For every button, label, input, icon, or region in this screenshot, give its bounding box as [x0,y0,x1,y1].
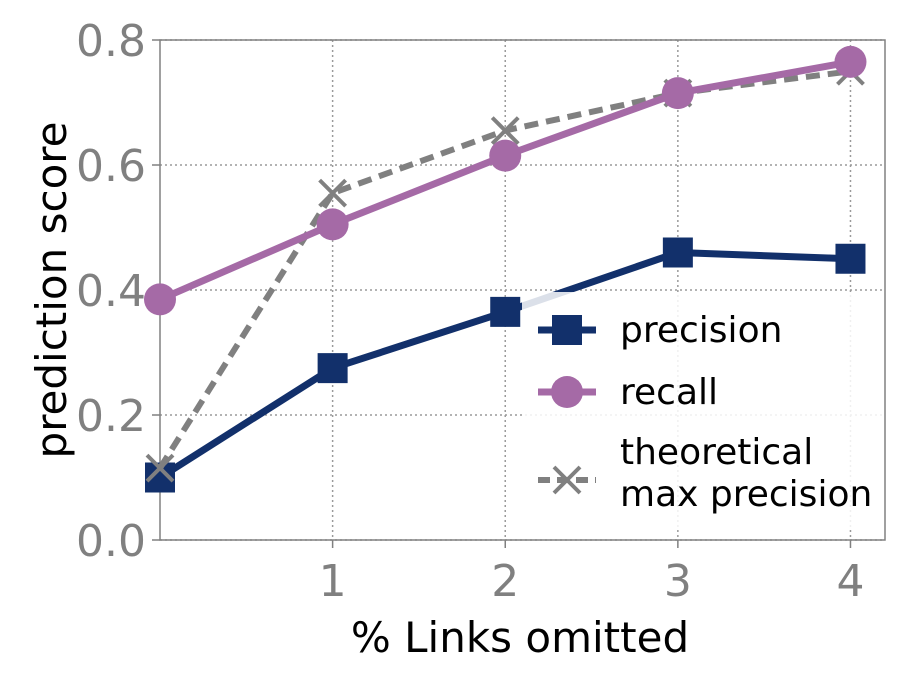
data-point-circle [144,283,176,316]
data-point-square [835,243,866,274]
x-tick-label: 2 [491,556,519,607]
data-point-circle [316,208,349,241]
x-axis-ticks: 1 2 3 4 [319,540,864,607]
y-tick-label: 0.6 [76,141,146,192]
data-point-circle [834,45,867,78]
y-tick-label: 0.8 [76,16,146,67]
data-point-x [318,178,348,208]
series-layer [144,45,867,493]
legend: precision recall theoretical max precision [522,292,882,528]
data-point-square [490,296,521,327]
x-tick-label: 3 [664,556,692,607]
x-tick-label: 4 [836,556,864,607]
x-axis-label: % Links omitted [351,613,689,662]
legend-marker-square [552,315,582,345]
legend-marker-circle [551,376,583,408]
data-point-x [490,116,520,146]
y-tick-label: 0.4 [76,266,146,317]
y-tick-label: 0.2 [76,391,146,442]
x-tick-label: 1 [319,556,347,607]
y-tick-label: 0.0 [76,516,146,567]
legend-marker-x [552,465,582,495]
y-axis-ticks: 0.0 0.2 0.4 0.6 0.8 [76,16,160,567]
data-point-square [317,353,348,384]
data-point-x [145,453,175,483]
data-point-circle [489,139,522,172]
series-markers [145,237,866,493]
data-point-circle [661,77,694,110]
series-markers [144,45,867,316]
legend-label: theoretical max precision [620,432,872,515]
legend-label: recall [620,372,718,413]
y-axis-label: prediction score [27,122,76,459]
legend-label: precision [620,310,782,351]
data-point-square [662,237,693,268]
